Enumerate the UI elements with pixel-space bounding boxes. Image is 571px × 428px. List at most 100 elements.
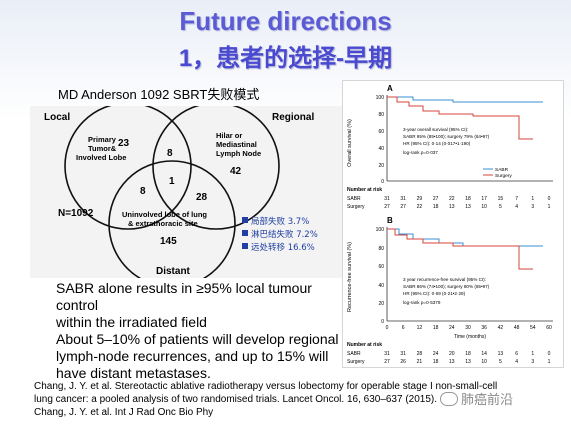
risk-cell: 13	[465, 359, 471, 365]
risk-cell: 10	[481, 204, 487, 210]
risk-cell: 3	[531, 359, 534, 365]
risk-cell: 18	[465, 196, 471, 202]
risk-cell: 18	[433, 204, 439, 210]
panel-b-risk-surgery-label: Surgery	[347, 359, 365, 365]
summary-line-3: About 5–10% of patients will develop reg…	[56, 331, 339, 347]
risk-cell: 13	[498, 351, 504, 357]
panel-a-letter: A	[387, 84, 393, 93]
panel-a-sabr-curve	[387, 96, 543, 103]
panel-b-stats-1: 3 year recurrence-free survival (95% CI)…	[403, 277, 486, 282]
risk-cell: 27	[384, 204, 390, 210]
risk-cell: 13	[465, 204, 471, 210]
slide-title: Future directions	[179, 6, 392, 36]
legend-surgery: Surgery	[495, 173, 512, 179]
summary-line-5: have distant metastases.	[56, 365, 211, 381]
panel-b-ytick-40: 40	[378, 283, 384, 289]
panel-b-ytick-0: 0	[381, 319, 384, 325]
risk-cell: 20	[449, 351, 455, 357]
risk-cell: 26	[400, 359, 406, 365]
risk-cell: 3	[531, 204, 534, 210]
panel-a-stats-4: log-rank p=0·037	[403, 150, 438, 155]
panel-b-xticks: 0 6 12 18 24 30 36 42 48 54 60	[386, 325, 552, 331]
legend-swatch-lymph	[242, 230, 248, 236]
risk-cell: 21	[417, 359, 423, 365]
risk-cell: 0	[548, 196, 551, 202]
venn-count-local-only: 23	[118, 138, 130, 149]
panel-b-risk-sabr-label: SABR	[347, 351, 361, 357]
summary-line-1: SABR alone results in ≥95% local tumour …	[56, 280, 312, 313]
panel-a-risk-title: Number at risk	[347, 187, 382, 193]
references: Chang, J. Y. et al. Stereotactic ablativ…	[34, 380, 534, 419]
risk-cell: 6	[515, 351, 518, 357]
panel-b-letter: B	[387, 216, 393, 225]
venn-uninvolved-l2: & extrathoracic site	[128, 219, 198, 228]
risk-cell: 10	[481, 359, 487, 365]
risk-cell: 1	[531, 351, 534, 357]
venn-label-distant: Distant	[156, 266, 191, 277]
panel-b-ytick-100: 100	[376, 227, 385, 233]
risk-cell: 28	[417, 351, 423, 357]
venn-hilar-l2: Mediastinal	[216, 140, 257, 149]
panel-a-risk-sabr-row: 31 31 29 27 22 18 17 15 7 1 0	[384, 196, 550, 202]
risk-cell: 17	[481, 196, 487, 202]
local-circle	[64, 106, 192, 230]
venn-total: N=1092	[58, 208, 94, 219]
risk-cell: 13	[449, 359, 455, 365]
panel-a-ylabel: Overall survival (%)	[347, 119, 353, 167]
panel-a-stats-3: HR (95% CI): 0·14 (0·017•1·190)	[403, 141, 471, 146]
panel-b-ylabel: Recurrence-free survival (%)	[347, 242, 353, 312]
x-tick-label: 36	[481, 325, 487, 331]
venn-primary-l1: Primary	[88, 135, 117, 144]
panel-a-risk-sabr-label: SABR	[347, 196, 361, 202]
panel-b-ytick-60: 60	[378, 264, 384, 270]
venn-count-regional-only: 42	[230, 166, 242, 177]
risk-cell: 14	[481, 351, 487, 357]
venn-label-local: Local	[44, 112, 70, 123]
panel-a-stats-1: 3-year overall survival (95% CI):	[403, 127, 468, 132]
risk-cell: 1	[548, 204, 551, 210]
risk-cell: 18	[433, 359, 439, 365]
watermark-text: 肺癌前沿	[461, 392, 514, 407]
risk-cell: 29	[417, 196, 423, 202]
x-tick-label: 6	[402, 325, 405, 331]
venn-count-local-distant: 8	[140, 186, 146, 197]
legend-sabr: SABR	[495, 167, 509, 173]
wechat-icon	[440, 391, 458, 406]
x-tick-label: 12	[417, 325, 423, 331]
slide-subtitle: 1，患者的选择-早期	[178, 45, 393, 72]
risk-cell: 0	[548, 351, 551, 357]
risk-cell: 5	[499, 359, 502, 365]
legend-lymph: 淋巴结失败 7.2%	[251, 229, 318, 240]
x-tick-label: 24	[449, 325, 455, 331]
risk-cell: 22	[449, 196, 455, 202]
panel-b-ytick-80: 80	[378, 246, 384, 252]
legend-swatch-local	[242, 217, 248, 223]
risk-cell: 31	[384, 196, 390, 202]
panel-b-stats-2: SABR 86% (74•100); surgery 80% (65•97)	[403, 284, 490, 289]
panel-a-ytick-0: 0	[381, 179, 384, 185]
risk-cell: 7	[515, 196, 518, 202]
distant-circle	[108, 160, 236, 278]
venn-primary-l3: Involved Lobe	[76, 153, 126, 162]
x-tick-label: 60	[546, 325, 552, 331]
panel-a-stats-2: SABR 95% (85•100); surgery 79% (64•97)	[403, 134, 490, 139]
risk-cell: 27	[433, 196, 439, 202]
risk-cell: 24	[433, 351, 439, 357]
venn-primary-l2: Tumor&	[88, 144, 117, 153]
venn-hilar-l3: Lymph Node	[216, 149, 261, 158]
venn-caption: MD Anderson 1092 SBRT失败模式	[58, 87, 260, 102]
venn-count-local-regional: 8	[167, 148, 173, 159]
risk-cell: 27	[384, 359, 390, 365]
summary-text: SABR alone results in ≥95% local tumour …	[56, 280, 346, 382]
venn-count-distant-only: 145	[160, 236, 177, 247]
risk-cell: 22	[417, 204, 423, 210]
venn-count-all: 1	[169, 176, 175, 187]
venn-label-regional: Regional	[272, 112, 314, 123]
panel-b-stats-4: log-rank p=0·5379	[403, 300, 441, 305]
panel-a-ytick-20: 20	[378, 163, 384, 169]
panel-a-ytick-40: 40	[378, 146, 384, 152]
legend-swatch-distant	[242, 243, 248, 249]
summary-line-2: within the irradiated field	[56, 314, 207, 330]
risk-cell: 27	[400, 204, 406, 210]
panel-b-risk-sabr-row: 31 31 28 24 20 18 14 13 6 1 0	[384, 351, 550, 357]
